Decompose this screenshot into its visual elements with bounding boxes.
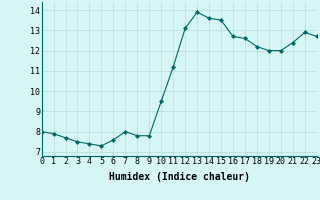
- X-axis label: Humidex (Indice chaleur): Humidex (Indice chaleur): [109, 172, 250, 182]
